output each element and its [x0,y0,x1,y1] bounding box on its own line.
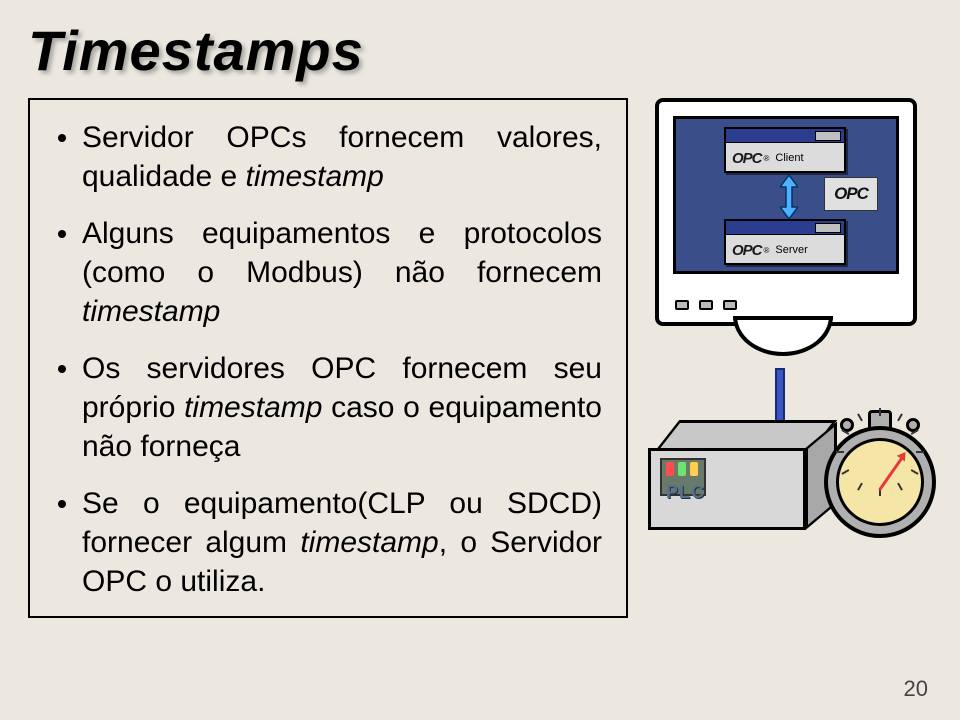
trademark-icon: ® [764,154,770,163]
opc-logo-icon: OPC [732,242,762,259]
tick-icon [836,451,844,453]
window-server-label: Server [775,244,807,256]
updown-arrow-icon [780,175,798,219]
window-client-label: Client [775,152,803,164]
monitor-buttons [675,300,737,310]
led-red-icon [666,462,674,476]
plc-status-lights [666,462,698,476]
monitor-frame: OPC® Client OPC OPC® Server [655,98,917,326]
list-item: Alguns equipamentos e protocolos (como o… [58,214,602,331]
window-titlebar [726,221,844,235]
list-item: Se o equipamento(CLP ou SDCD) fornecer a… [58,484,602,601]
window-titlebar [726,129,844,143]
led-green-icon [678,462,686,476]
bullet-text: Servidor OPCs fornecem valores, qualidad… [82,118,602,196]
stopwatch-face [836,438,924,526]
monitor-base [733,316,833,356]
window-client: OPC® Client [724,127,846,173]
bullet-text: Se o equipamento(CLP ou SDCD) fornecer a… [82,484,602,601]
stopwatch-illustration [820,408,940,548]
tick-icon [857,413,863,421]
computer-illustration: OPC® Client OPC OPC® Server [655,98,917,376]
opc-logo-icon: OPC [732,150,762,167]
bullet-icon [58,365,66,373]
slide-title: Timestamps [28,18,364,83]
list-item: Os servidores OPC fornecem seu próprio t… [58,349,602,466]
content-panel: Servidor OPCs fornecem valores, qualidad… [28,98,628,618]
page-number: 20 [904,676,928,702]
opc-badge-icon: OPC [824,177,878,211]
connector-line-icon [775,368,785,424]
trademark-icon: ® [764,246,770,255]
plc-label: PLC [666,482,705,503]
monitor-screen: OPC® Client OPC OPC® Server [673,116,899,274]
tick-icon [916,451,924,453]
list-item: Servidor OPCs fornecem valores, qualidad… [58,118,602,196]
bullet-text: Os servidores OPC fornecem seu próprio t… [82,349,602,466]
led-yellow-icon [690,462,698,476]
tick-icon [897,413,903,421]
bullet-icon [58,500,66,508]
bullet-icon [58,230,66,238]
bullet-text: Alguns equipamentos e protocolos (como o… [82,214,602,331]
plc-illustration: PLC [648,420,838,560]
bullet-icon [58,134,66,142]
window-server: OPC® Server [724,219,846,265]
tick-icon [879,408,881,416]
